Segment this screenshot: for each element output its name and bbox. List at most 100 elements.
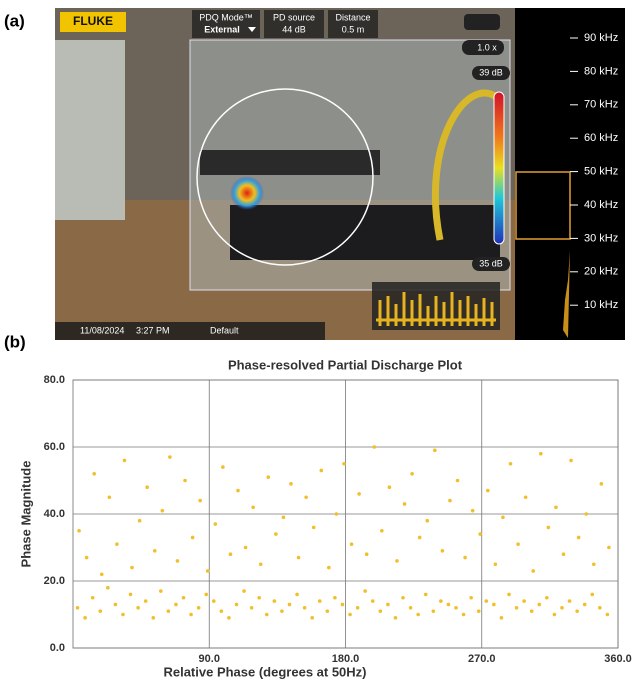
data-point — [486, 488, 490, 493]
data-point — [507, 592, 511, 597]
data-point — [402, 502, 407, 506]
data-point — [310, 616, 314, 620]
camera-buttons[interactable] — [464, 14, 500, 30]
data-point — [137, 518, 142, 523]
data-point — [258, 562, 263, 567]
data-point — [598, 606, 602, 610]
frequency-label: 90 kHz — [584, 32, 618, 44]
data-point — [522, 599, 526, 603]
data-point — [348, 612, 352, 617]
data-point — [83, 616, 87, 620]
data-point — [378, 609, 383, 613]
data-point — [145, 485, 149, 490]
data-point — [274, 532, 278, 536]
data-point — [439, 599, 443, 603]
x-axis-title: Relative Phase (degrees at 50Hz) — [163, 664, 366, 679]
data-point — [160, 508, 165, 513]
data-point — [576, 535, 581, 540]
data-point — [334, 512, 339, 516]
x-tick-label: 360.0 — [604, 653, 632, 665]
data-point — [107, 495, 112, 500]
data-point — [469, 595, 473, 600]
data-point — [159, 589, 163, 593]
data-point — [478, 532, 483, 536]
data-point — [84, 555, 89, 560]
data-point — [372, 445, 377, 449]
data-point — [363, 589, 367, 593]
data-point — [342, 461, 346, 466]
data-point — [168, 455, 172, 459]
y-tick-label: 60.0 — [44, 441, 65, 453]
data-point — [607, 545, 611, 550]
data-point — [455, 478, 460, 483]
data-point — [516, 542, 520, 546]
data-point — [416, 612, 420, 617]
x-tick-label: 180.0 — [332, 653, 360, 665]
data-point — [417, 535, 422, 540]
data-point — [289, 482, 293, 486]
color-scale — [493, 91, 505, 245]
frequency-label: 20 kHz — [584, 266, 618, 278]
data-point — [151, 616, 156, 620]
data-point — [99, 572, 104, 577]
data-point — [98, 609, 103, 613]
y-tick-label: 80.0 — [44, 374, 65, 386]
data-point — [560, 606, 564, 610]
data-point — [272, 599, 277, 603]
frequency-label: 60 kHz — [584, 132, 618, 144]
data-point — [257, 595, 262, 600]
zoom: 1.0 x — [477, 42, 497, 52]
mode-value: External — [204, 24, 240, 34]
data-point — [395, 559, 399, 563]
data-point — [537, 602, 542, 607]
frequency-label: 80 kHz — [584, 65, 618, 77]
scale-bottom: 35 dB — [479, 258, 503, 268]
data-point — [431, 609, 436, 613]
data-point — [219, 609, 224, 613]
source-value: 44 dB — [282, 24, 306, 34]
time: 3:27 PM — [136, 325, 170, 335]
data-point — [529, 609, 534, 613]
data-point — [228, 552, 233, 556]
mode-title: PDQ Mode™ — [199, 12, 253, 22]
data-point — [183, 478, 187, 483]
data-point — [205, 569, 210, 573]
frequency-labels: 90 kHz 80 kHz 70 kHz 60 kHz 50 kHz 40 kHz 30 k… — [570, 32, 618, 311]
data-point — [484, 599, 489, 603]
y-tick-label: 40.0 — [44, 508, 65, 520]
data-point — [508, 461, 513, 466]
data-point — [423, 592, 428, 597]
data-point — [236, 488, 240, 493]
data-point — [514, 606, 519, 610]
folder: Default — [210, 325, 239, 335]
data-point — [325, 609, 330, 613]
camera-view: 39 dB 35 dB FLUKE PDQ Mode™ External PD … — [55, 8, 515, 340]
data-point — [234, 602, 239, 607]
data-point — [280, 609, 284, 613]
data-point — [281, 515, 286, 520]
data-point — [575, 609, 579, 613]
instrument — [55, 40, 125, 220]
data-point — [463, 555, 467, 560]
data-point — [136, 606, 140, 610]
data-point — [461, 612, 466, 617]
data-point — [143, 599, 148, 603]
data-point — [454, 606, 458, 610]
brand-badge — [60, 12, 126, 32]
data-point — [227, 616, 231, 620]
date: 11/08/2024 — [80, 325, 124, 335]
data-point — [546, 525, 551, 530]
frequency-label: 10 kHz — [584, 299, 618, 311]
y-tick-label: 20.0 — [44, 575, 65, 587]
data-point — [106, 585, 110, 590]
data-point — [569, 458, 573, 463]
data-point — [590, 592, 595, 597]
zoom-badge[interactable] — [462, 40, 504, 55]
data-point — [181, 595, 186, 600]
data-point — [355, 606, 360, 610]
mode-box[interactable] — [192, 10, 260, 38]
data-point — [77, 528, 81, 533]
plot: 0.0 20.0 40.0 60.0 80.0 90.0 180.0 270.0 360.0 — [44, 374, 632, 665]
data-point — [446, 602, 451, 607]
